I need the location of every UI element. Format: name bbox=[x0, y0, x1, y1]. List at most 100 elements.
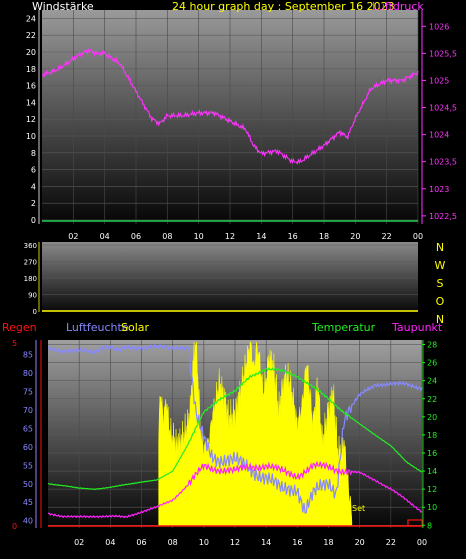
bottom-x-tick-label: 18 bbox=[323, 538, 333, 547]
pressure-tick-label: 1026 bbox=[429, 22, 449, 31]
top-x-tick-label: 08 bbox=[162, 232, 172, 241]
temperature-tick-label: 16 bbox=[427, 449, 437, 458]
sunset-label: Set bbox=[352, 504, 365, 513]
top-x-tick-label: 12 bbox=[225, 232, 235, 241]
temperature-tick-label: 20 bbox=[427, 413, 437, 422]
top-x-tick-label: 16 bbox=[288, 232, 298, 241]
pressure-tick-label: 1024,5 bbox=[429, 104, 457, 113]
bottom-x-tick-label: 08 bbox=[168, 538, 178, 547]
humidity-tick-label: 45 bbox=[23, 498, 33, 507]
wind-tick-label: 16 bbox=[26, 82, 36, 91]
humidity-tick-label: 50 bbox=[23, 480, 33, 489]
humidity-tick-label: 80 bbox=[23, 369, 33, 378]
wind-tick-label: 6 bbox=[31, 166, 36, 175]
top-x-ticks: 02 04 06 08 10 12 14 16 18 20 22 00 bbox=[68, 232, 423, 241]
humidity-tick-label: 75 bbox=[23, 388, 33, 397]
direction-tick-label: 90 bbox=[28, 292, 37, 300]
wind-tick-label: 14 bbox=[26, 98, 36, 107]
humidity-line bbox=[47, 343, 423, 514]
top-x-tick-label: 14 bbox=[256, 232, 266, 241]
pressure-tick-label: 1024 bbox=[429, 131, 449, 140]
rain-tick-label: 0 bbox=[12, 522, 17, 531]
wind-tick-label: 24 bbox=[26, 14, 36, 23]
bottom-x-tick-label: 04 bbox=[105, 538, 115, 547]
temperature-y-ticks: 8 10 12 14 16 18 20 22 24 26 28 bbox=[422, 340, 437, 530]
temperature-label: Temperatur bbox=[311, 321, 376, 334]
compass-label: S bbox=[437, 277, 444, 290]
compass-label: O bbox=[436, 295, 445, 308]
pressure-line bbox=[41, 48, 419, 165]
compass-label: W bbox=[435, 259, 446, 272]
wind-tick-label: 0 bbox=[31, 216, 36, 225]
top-x-tick-label: 10 bbox=[194, 232, 204, 241]
bottom-x-tick-label: 00 bbox=[417, 538, 427, 547]
humidity-tick-label: 40 bbox=[23, 517, 33, 526]
top-gridlines bbox=[42, 10, 419, 224]
pressure-tick-label: 1022,5 bbox=[429, 212, 457, 221]
wind-axis-label: Windstärke bbox=[32, 0, 94, 13]
pressure-axis-label: Luftdruck bbox=[372, 0, 424, 13]
rain-y-ticks: 05 bbox=[12, 339, 42, 531]
pressure-tick-label: 1023,5 bbox=[429, 158, 457, 167]
direction-y-ticks: 0 90 180 270 360 bbox=[24, 242, 40, 316]
humidity-tick-label: 60 bbox=[23, 443, 33, 452]
rain-label: Regen bbox=[2, 321, 37, 334]
bottom-x-tick-label: 16 bbox=[292, 538, 302, 547]
wind-tick-label: 8 bbox=[31, 149, 36, 158]
temperature-tick-label: 12 bbox=[427, 485, 437, 494]
pressure-tick-label: 1025 bbox=[429, 76, 449, 85]
direction-tick-label: 270 bbox=[24, 259, 37, 267]
humidity-y-ticks: 40 45 50 55 60 65 70 75 80 85 bbox=[23, 340, 37, 528]
top-x-tick-label: 18 bbox=[319, 232, 329, 241]
wind-tick-label: 10 bbox=[26, 132, 36, 141]
temperature-tick-label: 8 bbox=[427, 521, 432, 530]
temperature-tick-label: 26 bbox=[427, 359, 437, 368]
dewpoint-line bbox=[47, 461, 423, 519]
solar-area-shape bbox=[158, 341, 353, 527]
temperature-tick-label: 14 bbox=[427, 467, 437, 476]
top-x-tick-label: 04 bbox=[100, 232, 110, 241]
bottom-x-ticks: 02 04 06 08 10 12 14 16 18 20 22 00 bbox=[74, 538, 427, 547]
bottom-x-tick-label: 14 bbox=[261, 538, 271, 547]
humidity-label: Luftfeuchte bbox=[66, 321, 129, 334]
compass-label: N bbox=[436, 241, 444, 254]
bottom-x-tick-label: 20 bbox=[355, 538, 365, 547]
chart-title: 24 hour graph day : September 16 2023 bbox=[172, 0, 395, 13]
direction-tick-label: 360 bbox=[24, 242, 37, 250]
temperature-line bbox=[48, 367, 423, 491]
temperature-tick-label: 10 bbox=[427, 503, 437, 512]
rain-tick-label: 5 bbox=[12, 339, 17, 348]
temperature-tick-label: 22 bbox=[427, 395, 437, 404]
top-x-tick-label: 06 bbox=[131, 232, 141, 241]
pressure-tick-label: 1023 bbox=[429, 185, 449, 194]
top-series bbox=[41, 48, 419, 222]
wind-tick-label: 18 bbox=[26, 65, 36, 74]
pressure-tick-label: 1025,5 bbox=[429, 49, 457, 58]
bottom-x-tick-label: 12 bbox=[230, 538, 240, 547]
bottom-x-tick-label: 06 bbox=[136, 538, 146, 547]
bottom-x-tick-label: 02 bbox=[74, 538, 84, 547]
wind-tick-label: 20 bbox=[26, 48, 36, 57]
top-x-tick-label: 00 bbox=[413, 232, 423, 241]
temperature-tick-label: 24 bbox=[427, 377, 437, 386]
direction-tick-label: 180 bbox=[24, 275, 37, 283]
top-x-tick-label: 02 bbox=[68, 232, 78, 241]
wind-direction-plot-area bbox=[42, 242, 418, 312]
humidity-tick-label: 55 bbox=[23, 461, 33, 470]
top-x-tick-label: 22 bbox=[382, 232, 392, 241]
direction-tick-label: 0 bbox=[33, 308, 37, 316]
pressure-y-ticks: 1022,5 1023 1023,5 1024 1024,5 1025 1025,5 1026 bbox=[421, 10, 457, 224]
solar-label: Solar bbox=[121, 321, 150, 334]
dewpoint-label: Taupunkt bbox=[391, 321, 443, 334]
wind-tick-label: 4 bbox=[31, 182, 36, 191]
rain-marker bbox=[407, 519, 423, 527]
bottom-series bbox=[47, 343, 423, 527]
humidity-tick-label: 70 bbox=[23, 406, 33, 415]
bottom-x-tick-label: 22 bbox=[386, 538, 396, 547]
humidity-tick-label: 65 bbox=[23, 424, 33, 433]
compass-label: N bbox=[436, 313, 444, 326]
